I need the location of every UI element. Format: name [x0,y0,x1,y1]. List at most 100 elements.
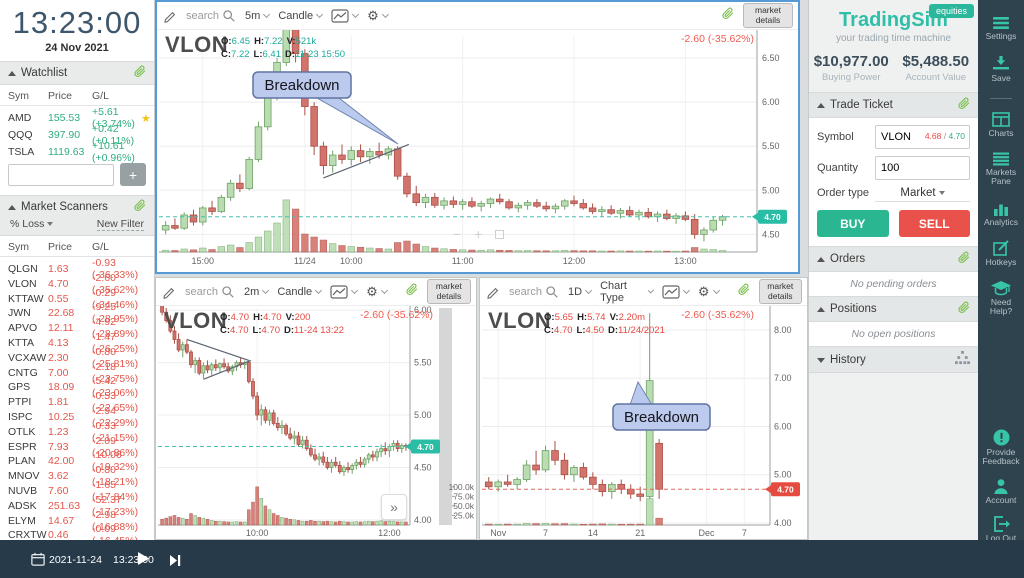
timeframe-select[interactable]: 1D [568,286,593,298]
chart-settings-select[interactable]: ⚙ [698,285,720,298]
equities-badge[interactable]: equities [928,4,974,18]
scanner-row[interactable]: ADSK 251.63 -52.37 (-17.23%) [0,494,154,518]
market-details-button[interactable]: market details [758,278,802,305]
link-icon[interactable] [133,199,146,215]
link-icon[interactable] [405,283,418,301]
scanner-row[interactable]: CNTG 7.00 -2.18 (-23.75%) [0,361,154,385]
rail-item-charts[interactable]: Charts [978,99,1024,139]
chart-settings-select[interactable]: ⚙ [366,284,388,299]
positions-header[interactable]: Positions [809,296,978,322]
chart-style-select[interactable]: Candle [277,286,323,298]
rail-item-analytics[interactable]: Analytics [978,187,1024,228]
rail-item-save[interactable]: Save [978,42,1024,84]
chart-settings-select[interactable]: ⚙ [367,9,389,22]
price-chart-daily[interactable]: 8.00 7.00 6.00 5.00 4.00 Nov 7 14 21 Dec 7 4.70 Brea… [480,306,807,539]
link-icon[interactable] [721,7,734,25]
scanner-filter-select[interactable]: % Loss [10,218,54,231]
link-icon[interactable] [737,283,750,301]
replay-timebar: 2021-11-24 13:23:00 9:30AM 4PM 5x speed … [0,540,1024,578]
scanner-row[interactable]: NUVB 7.60 -1.65 (-17.84%) [0,479,154,503]
skip-to-end-button[interactable] [170,553,181,571]
history-header[interactable]: History [809,346,978,373]
scanner-row[interactable]: JWN 22.68 -9.25 (-28.95%) [0,301,154,325]
expand-chart-button[interactable]: » [381,494,407,520]
price-chart-5m[interactable]: 6.50 6.00 5.50 5.00 4.50 15:00 11/24 10:00 11:00… [157,30,798,272]
rail-item-hotkeys[interactable]: Hotkeys [978,227,1024,268]
trade-ticket-header[interactable]: Trade Ticket [809,92,978,118]
gear-icon: ⚙ [366,284,378,299]
gain-loss-cell: -2.18 (-23.75%) [92,360,139,385]
market-details-button[interactable]: market details [743,2,793,29]
svg-text:6.00: 6.00 [762,97,780,107]
indicators-select[interactable] [662,284,690,299]
chart-style-select[interactable]: Candle [278,10,324,22]
symbol-field[interactable] [875,125,970,149]
buy-button[interactable]: BUY [817,210,889,237]
chart-symbol: VLON [488,308,552,333]
chart-zoom-controls[interactable]: − + [453,226,505,242]
add-symbol-button[interactable]: + [120,163,146,186]
symbol-search[interactable]: search [186,9,236,23]
link-icon[interactable] [957,301,970,317]
link-icon[interactable] [957,251,970,267]
scanner-row[interactable]: KTTAW 0.55 -0.29 (-34.46%) [0,287,154,311]
rail-item-need-help[interactable]: Need Help? [978,268,1024,317]
scanner-row[interactable]: VLON 4.70 -2.60 (-35.62%) [0,272,154,296]
rail-item-markets-pane[interactable]: Markets Pane [978,139,1024,187]
rail-item-provide-feedback[interactable]: Provide Feedback [978,317,1024,467]
rail-item-account[interactable]: Account [978,467,1024,506]
search-icon [223,9,235,22]
order-type-select[interactable]: Market [875,187,970,199]
scanner-row[interactable]: APVO 12.11 -4.92 (-28.89%) [0,316,154,340]
symbol-search[interactable]: search [185,285,235,299]
draw-tool-icon[interactable] [161,284,176,299]
rail-item-log-out[interactable]: Log Out [978,505,1024,544]
scanner-row[interactable]: KTTA 4.13 -1.47 (-26.25%) [0,331,154,355]
scanner-row[interactable]: GPS 18.09 -5.42 (-23.06%) [0,375,154,399]
watchlist-row[interactable]: TSLA 1119.63 +10.61 (+0.96%) [0,140,154,164]
indicators-select[interactable] [331,8,360,23]
orders-header[interactable]: Orders [809,246,978,272]
new-filter-button[interactable]: New Filter [96,218,144,231]
play-button[interactable] [138,552,149,570]
link-icon[interactable] [133,65,146,81]
watchlist-section-header[interactable]: Watchlist [0,61,154,85]
indicators-select[interactable] [330,284,359,299]
scanner-row[interactable]: ISPC 10.25 -2.94 (-22.29%) [0,405,154,429]
scanner-row[interactable]: OTLK 1.23 -0.33 (-21.15%) [0,420,154,444]
scanner-row[interactable]: QLGN 1.63 -0.93 (-36.33%) [0,257,154,281]
draw-tool-icon[interactable] [162,8,177,23]
collapse-caret-icon [8,71,16,76]
svg-text:12:00: 12:00 [378,528,401,538]
quantity-field[interactable] [875,156,970,180]
scanner-row[interactable]: MNOV 3.62 -0.80 (-18.21%) [0,464,154,488]
scanner-row[interactable]: VCXAW 2.30 -0.80 (-25.81%) [0,346,154,370]
svg-text:4.70: 4.70 [764,212,781,222]
sitemap-icon[interactable] [955,351,970,368]
timeframe-select[interactable]: 2m [244,286,270,298]
market-details-button[interactable]: market details [426,278,471,305]
scanner-row[interactable]: ESPR 7.93 -2.09 (-20.86%) [0,435,154,459]
link-icon[interactable] [957,97,970,113]
rail-item-settings[interactable]: Settings [978,0,1024,42]
add-symbol-input[interactable] [8,163,114,186]
chart-style-select[interactable]: Chart Type [600,280,655,304]
scanner-row[interactable]: PLAN 42.00 -10.06 (-19.32%) [0,449,154,473]
watchlist-row[interactable]: QQQ 397.90 +0.42 (+0.11%) [0,123,154,147]
symbol-cell: ELYM [8,514,36,527]
scanner-row[interactable]: PTPI 1.81 -0.53 (-22.65%) [0,390,154,414]
price-cell: 0.55 [48,292,69,305]
symbol-search[interactable]: search [509,285,559,299]
timeframe-select[interactable]: 5m [245,10,271,22]
scanner-row[interactable]: ELYM 14.67 -2.98 (-16.88%) [0,509,154,533]
sell-button[interactable]: SELL [898,210,970,237]
watchlist-row[interactable]: AMD 155.53 +5.61 (+3.74%) ★ [0,106,154,130]
price-cell: 7.00 [48,366,69,379]
scanners-section-header[interactable]: Market Scanners % Loss New Filter [0,195,154,236]
replay-date[interactable]: 2021-11-24 [49,554,102,566]
price-chart-2m[interactable]: 6.00 5.50 5.00 4.50 4.00 10:00 12:00 100.0k75.0… [156,306,476,539]
symbol-cell: PTPI [8,396,32,409]
draw-tool-icon[interactable] [485,284,500,299]
star-icon[interactable]: ★ [141,112,151,125]
